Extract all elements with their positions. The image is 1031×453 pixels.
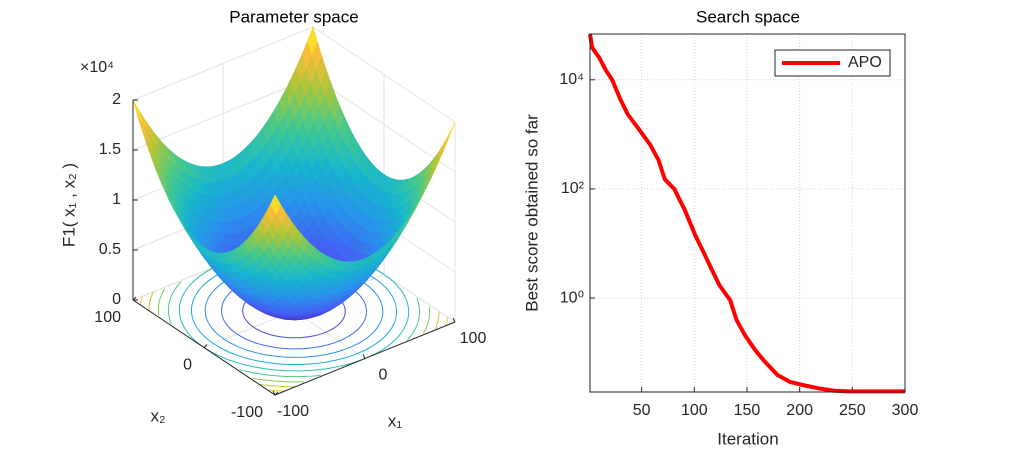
y-tick-label: 0 <box>183 357 192 374</box>
legend-label: APO <box>848 54 882 71</box>
plot-area <box>590 34 905 392</box>
x-axis-label: Iteration <box>717 429 778 448</box>
z-tick-label: 1.5 <box>99 141 121 158</box>
y-tick-label: 10⁰ <box>560 289 584 306</box>
x-tick-label: 0 <box>379 367 388 384</box>
z-axis-label: F1( x₁ , x₂ ) <box>59 163 78 247</box>
line-series <box>588 33 905 394</box>
z-tick-label: 1 <box>112 191 121 208</box>
x-tick-label: 250 <box>839 402 866 419</box>
y-tick <box>132 296 137 301</box>
surface <box>132 26 456 321</box>
x-tick-label: 200 <box>786 402 813 419</box>
z-multiplier: ×10⁴ <box>80 59 114 76</box>
z-tick-label: 0.5 <box>99 241 121 258</box>
chart-title: Parameter space <box>229 7 358 26</box>
surface-patch <box>132 99 144 126</box>
y-tick <box>203 344 208 348</box>
y-tick-label: 10⁴ <box>559 71 584 88</box>
y-tick <box>274 391 279 396</box>
x-tick-label: 150 <box>734 402 761 419</box>
x-tick-label: 100 <box>460 330 487 347</box>
x-tick-label: 100 <box>681 402 708 419</box>
y-tick-label: 10² <box>561 180 585 197</box>
z-tick-label: 0 <box>112 291 121 308</box>
axes-box <box>589 33 906 393</box>
y-axis-label: Best score obtained so far <box>522 114 541 312</box>
x-axis-label: x₁ <box>388 411 403 430</box>
x-tick <box>452 317 456 323</box>
y-tick-label: -100 <box>231 404 263 421</box>
x-tick-label: 50 <box>633 402 651 419</box>
x-tick-label: -100 <box>277 403 309 420</box>
x-tick-label: 300 <box>892 402 919 419</box>
chart-title: Search space <box>696 7 800 26</box>
x-tick <box>362 354 366 359</box>
surface-patch <box>270 194 281 215</box>
y-axis-label: x₂ <box>150 406 165 425</box>
x-tick <box>272 390 276 396</box>
y-tick-label: 100 <box>94 309 121 326</box>
z-tick-label: 2 <box>112 91 121 108</box>
